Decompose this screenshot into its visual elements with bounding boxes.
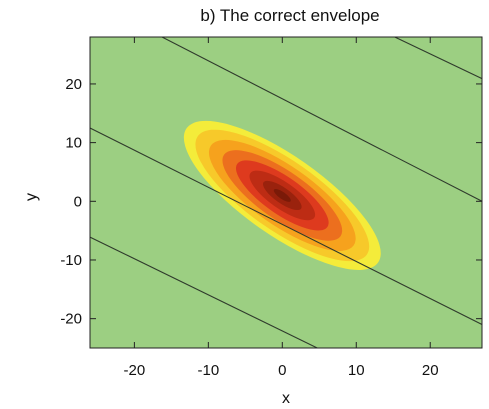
x-tick-label: -10 <box>197 362 219 379</box>
y-tick-label: 10 <box>65 135 82 152</box>
contour-line-4 <box>393 37 482 80</box>
y-axis-label: y <box>23 193 40 201</box>
contour-line-1 <box>160 37 482 202</box>
y-tick-label: -10 <box>60 252 82 269</box>
y-tick-label: 20 <box>65 76 82 93</box>
chart-title: b) The correct envelope <box>200 6 379 25</box>
contour-line-3 <box>90 236 319 348</box>
x-axis-ticks: -20 -10 0 10 20 <box>124 37 439 379</box>
y-tick-label: -20 <box>60 311 82 328</box>
y-tick-label: 0 <box>74 193 82 210</box>
y-axis-ticks: -20 -10 0 10 20 <box>60 76 482 328</box>
density-envelope <box>183 120 381 270</box>
plot-frame <box>89 36 483 349</box>
x-tick-label: 0 <box>278 362 286 379</box>
density-level-8 <box>273 189 291 202</box>
x-tick-label: -20 <box>124 362 146 379</box>
x-tick-label: 10 <box>348 362 365 379</box>
contour-lines <box>90 37 482 348</box>
x-axis-label: x <box>282 390 290 407</box>
x-tick-label: 20 <box>422 362 439 379</box>
contour-line-2 <box>90 127 482 326</box>
